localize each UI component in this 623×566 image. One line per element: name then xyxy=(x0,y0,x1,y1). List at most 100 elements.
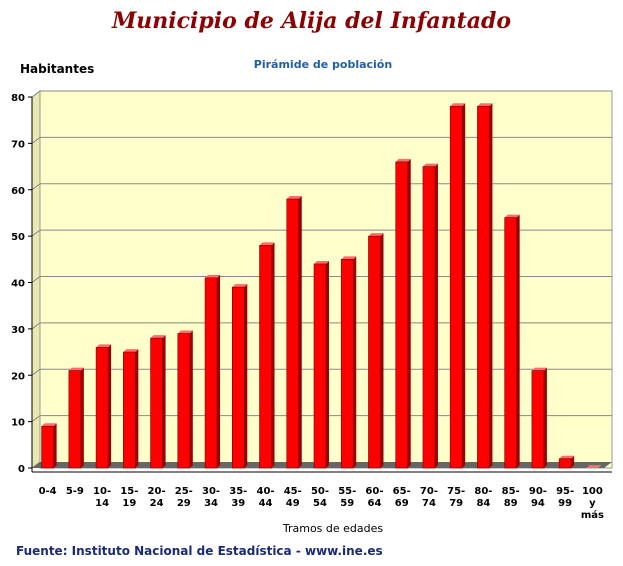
bar-front xyxy=(449,105,463,469)
chart-title: Municipio de Alija del Infantado xyxy=(111,8,512,34)
bar-front xyxy=(395,161,409,469)
bar-top xyxy=(259,242,275,246)
y-axis-label: Habitantes xyxy=(20,62,95,76)
bar xyxy=(449,103,466,469)
bar-side xyxy=(326,260,329,468)
bar-front xyxy=(177,333,191,469)
bar-top xyxy=(286,196,302,200)
bar-top xyxy=(205,274,221,278)
x-tick-label: 35-39 xyxy=(229,486,247,509)
bar-side xyxy=(162,335,166,468)
bar-top xyxy=(96,344,112,348)
bar-front xyxy=(286,198,300,469)
x-tick-label: 70-74 xyxy=(420,486,438,509)
bar-side xyxy=(217,274,221,468)
bar-top xyxy=(586,465,602,468)
x-tick-label: 40-44 xyxy=(256,486,274,509)
bar-side xyxy=(434,163,438,468)
gridline-depth xyxy=(31,368,41,376)
bar xyxy=(204,274,221,469)
x-tick-label: 85-89 xyxy=(502,486,520,509)
gridline-depth xyxy=(31,415,41,423)
bar-top xyxy=(477,103,493,107)
x-tick-label: 10-14 xyxy=(93,486,111,509)
bar-front xyxy=(504,217,517,469)
y-tick-label: 70 xyxy=(11,139,25,150)
bar-side xyxy=(135,349,139,468)
x-tick-label: 30-34 xyxy=(202,486,220,509)
bar-top xyxy=(68,367,84,371)
x-tick-label: 20-24 xyxy=(148,486,166,509)
bar-side xyxy=(516,214,520,468)
x-axis-label: Tramos de edades xyxy=(282,522,384,535)
bar-top xyxy=(504,214,520,218)
bar xyxy=(259,242,275,469)
bar xyxy=(422,163,438,469)
bar xyxy=(123,349,139,469)
gridline-depth xyxy=(31,183,41,191)
y-tick-label: 80 xyxy=(11,93,25,104)
y-tick-label: 60 xyxy=(11,186,25,197)
bar xyxy=(395,158,411,469)
bar xyxy=(586,465,602,468)
x-tick-label: 55-59 xyxy=(338,486,356,509)
bar xyxy=(340,256,357,469)
bar-top xyxy=(232,284,248,288)
bar-front xyxy=(41,425,54,469)
bar-top xyxy=(41,423,57,427)
bar-top xyxy=(314,260,329,264)
bar-front xyxy=(558,458,572,469)
bar-top xyxy=(123,349,139,353)
bar-front xyxy=(340,259,354,469)
gridline-depth xyxy=(31,322,41,330)
y-tick-label: 40 xyxy=(11,279,25,290)
bar-front xyxy=(204,277,218,469)
x-tick-label: 45-49 xyxy=(284,486,302,509)
bar xyxy=(531,367,547,469)
x-tick-label: 50-54 xyxy=(311,486,329,509)
gridline-depth xyxy=(31,90,41,98)
bar-top xyxy=(395,158,411,162)
source-note: Fuente: Instituto Nacional de Estadístic… xyxy=(16,544,383,558)
bar-front xyxy=(95,347,109,469)
bar xyxy=(95,344,112,469)
bar xyxy=(558,455,575,469)
gridline-depth xyxy=(31,229,41,237)
x-tick-label: 0-4 xyxy=(39,486,57,497)
bar-front xyxy=(477,105,490,469)
bar-front xyxy=(231,286,245,469)
x-tick-label: 60-64 xyxy=(365,486,383,509)
y-tick-label: 0 xyxy=(18,464,25,475)
y-tick-labels: 0 10 20 30 40 50 60 70 80 xyxy=(11,93,32,475)
gridline-depth xyxy=(31,136,41,144)
x-tick-label: 25-29 xyxy=(175,486,193,509)
bar-top xyxy=(150,335,166,339)
bar xyxy=(504,214,520,469)
bar-side xyxy=(407,158,411,469)
x-tick-label: 100 y más xyxy=(581,486,604,521)
bar-front xyxy=(368,235,381,469)
bar-top xyxy=(341,256,357,260)
bar-top xyxy=(422,163,438,167)
bar-top xyxy=(177,330,193,334)
bar-side xyxy=(380,233,384,468)
y-tick-label: 20 xyxy=(11,371,25,382)
bar-front xyxy=(259,245,272,469)
bar xyxy=(177,330,193,469)
gridline-depth xyxy=(31,276,41,283)
bar xyxy=(477,103,493,469)
bar-side xyxy=(271,242,275,468)
x-tick-label: 75-79 xyxy=(447,486,465,509)
y-tick-label: 10 xyxy=(11,418,25,429)
x-tick-label: 15-19 xyxy=(120,486,138,509)
bar-side xyxy=(53,423,57,468)
x-tick-label: 80-84 xyxy=(474,486,492,509)
bar-side xyxy=(489,103,493,469)
bar xyxy=(150,335,166,469)
y-tick-label: 30 xyxy=(11,325,25,336)
y-tick-label: 50 xyxy=(11,232,25,243)
x-tick-label: 90-94 xyxy=(529,486,547,509)
chart-subtitle: Pirámide de población xyxy=(253,58,393,71)
x-tick-label: 5-9 xyxy=(66,486,84,497)
